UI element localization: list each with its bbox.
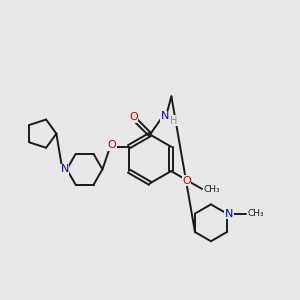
Text: CH₃: CH₃: [203, 185, 220, 194]
Text: N: N: [225, 208, 233, 219]
Text: O: O: [129, 112, 138, 122]
Text: H: H: [170, 116, 177, 126]
Text: N: N: [160, 111, 169, 122]
Text: CH₃: CH₃: [248, 209, 264, 218]
Text: O: O: [182, 176, 191, 186]
Text: O: O: [108, 140, 116, 150]
Text: N: N: [61, 164, 69, 174]
